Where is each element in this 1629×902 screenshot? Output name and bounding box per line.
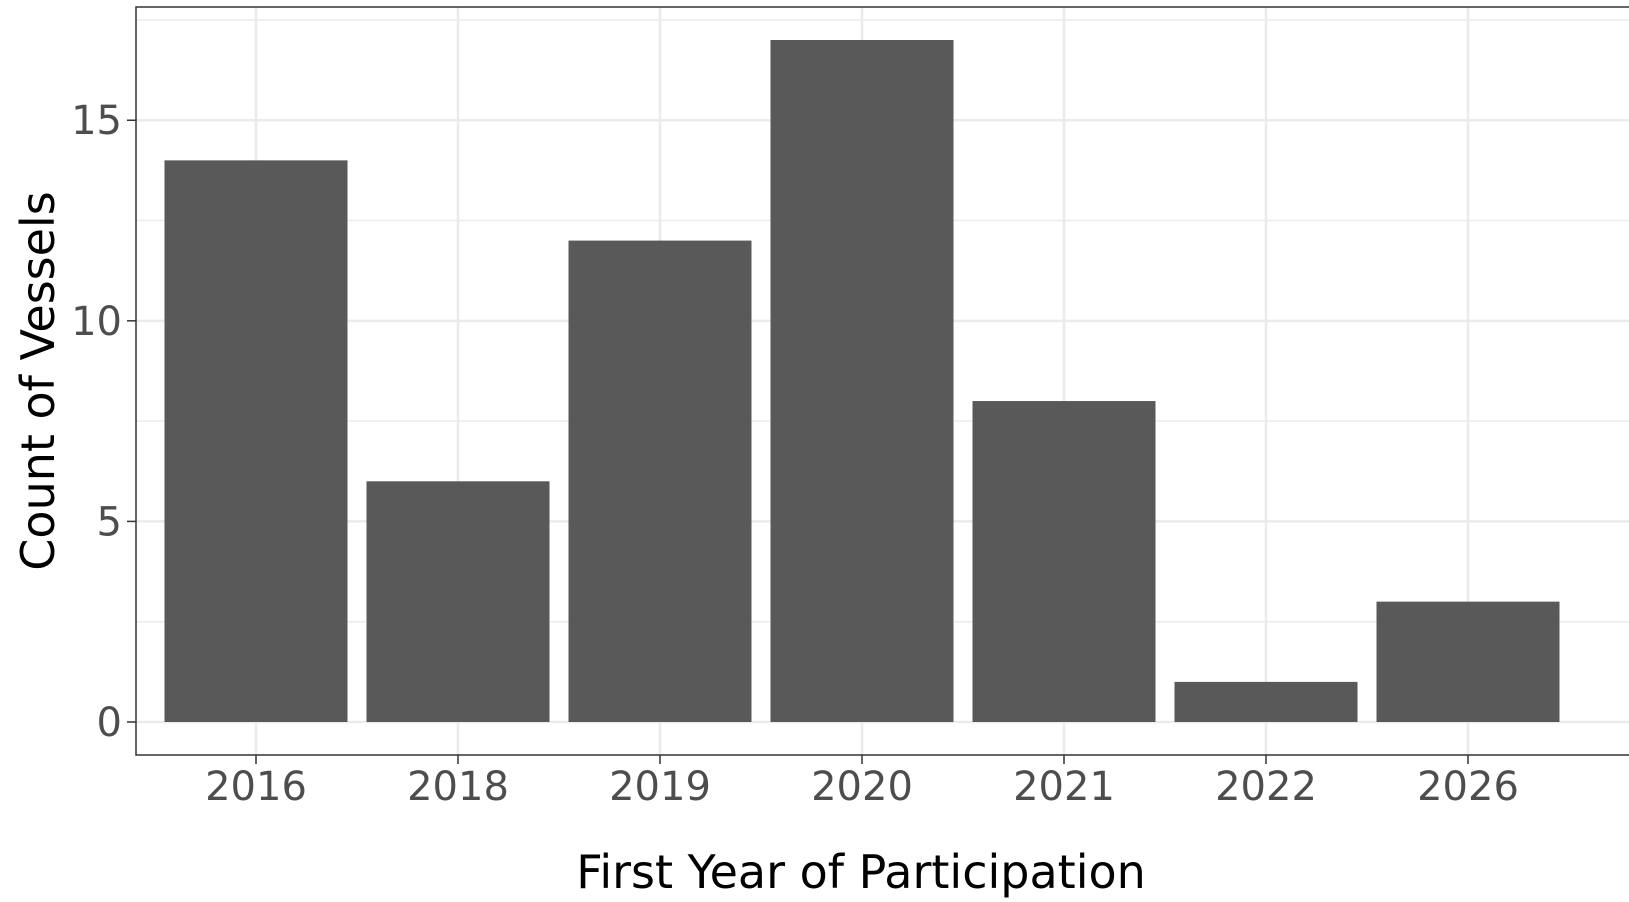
x-tick-label: 2021: [1013, 764, 1115, 810]
bar-2020: [770, 40, 954, 722]
panel-border: [135, 6, 1629, 756]
bar-2021: [972, 401, 1156, 722]
x-tick-label: 2018: [407, 764, 509, 810]
bar-2016: [164, 160, 348, 723]
y-tick-label: 5: [97, 499, 122, 545]
x-axis-ticks: 2016 2018 2019 2020 2021 2022 2026: [205, 755, 1519, 810]
y-tick-label: 10: [71, 299, 122, 345]
bars: [164, 40, 1560, 723]
bar-2018: [366, 481, 550, 722]
bar-2019: [568, 240, 752, 722]
y-tick-label: 0: [97, 700, 122, 746]
x-tick-label: 2020: [811, 764, 913, 810]
x-axis-title: First Year of Participation: [576, 845, 1146, 899]
x-tick-label: 2016: [205, 764, 307, 810]
y-tick-label: 15: [71, 98, 122, 144]
y-axis-title: Count of Vessels: [11, 191, 65, 570]
x-tick-label: 2019: [609, 764, 711, 810]
y-axis-ticks: 0 5 10 15: [71, 98, 136, 746]
bar-2022: [1174, 681, 1358, 722]
bar-2026: [1376, 601, 1560, 722]
x-tick-label: 2022: [1215, 764, 1317, 810]
x-tick-label: 2026: [1417, 764, 1519, 810]
